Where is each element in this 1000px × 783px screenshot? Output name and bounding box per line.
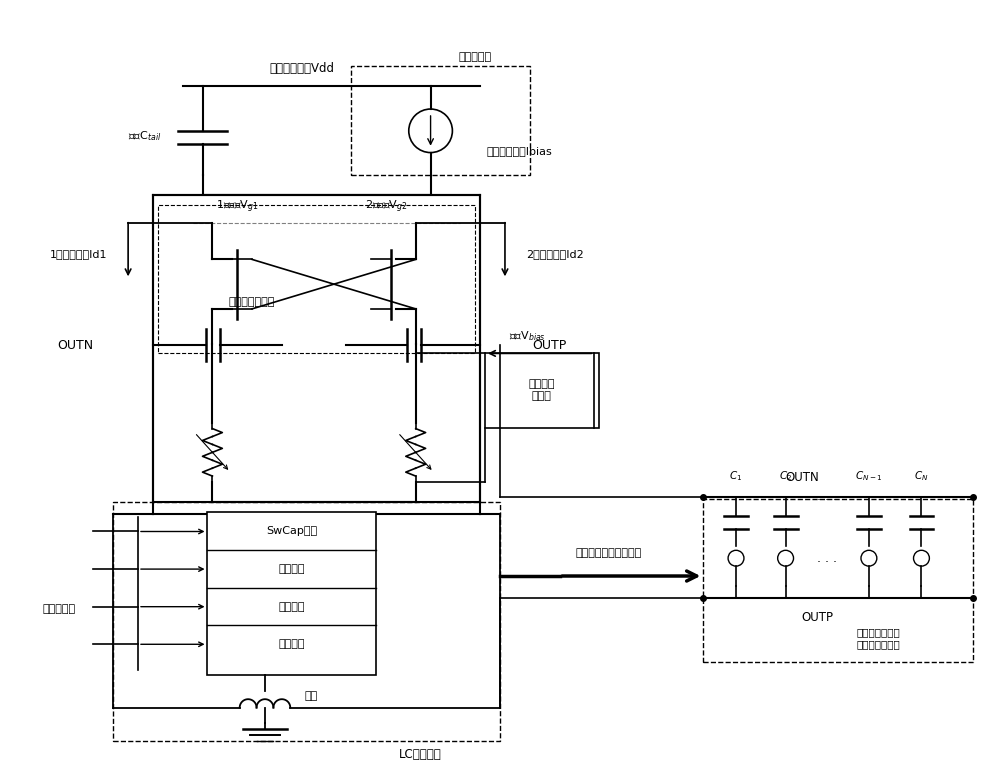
Text: 直流供电电压Vdd: 直流供电电压Vdd: [269, 62, 334, 75]
Text: OUTP: OUTP: [801, 611, 833, 624]
Bar: [113, 502, 500, 742]
Text: OUTN: OUTN: [58, 339, 94, 352]
Bar: [703, 499, 973, 662]
Text: 直流偏置电流Ibias: 直流偏置电流Ibias: [487, 146, 553, 156]
Text: 粗调阵列: 粗调阵列: [279, 564, 305, 574]
Text: 微调阵列: 微调阵列: [279, 639, 305, 649]
Text: 电容C$_{tail}$: 电容C$_{tail}$: [128, 129, 162, 143]
Text: LC震荡网络: LC震荡网络: [399, 748, 442, 760]
Bar: [153, 195, 480, 502]
Text: 自动偏压
控制环: 自动偏压 控制环: [528, 379, 555, 401]
Text: $C_2$: $C_2$: [779, 469, 792, 483]
Text: 交叉耦合晶体管: 交叉耦合晶体管: [229, 297, 275, 307]
Text: 偏置电流管: 偏置电流管: [459, 52, 492, 62]
Bar: [158, 205, 475, 353]
Text: $C_1$: $C_1$: [729, 469, 743, 483]
Text: 电感: 电感: [305, 691, 318, 701]
Text: 具体一种电容阵列示意: 具体一种电容阵列示意: [576, 548, 642, 558]
Text: 1管栅压V$_{g1}$: 1管栅压V$_{g1}$: [216, 199, 259, 215]
Text: 2管栅压V$_{g2}$: 2管栅压V$_{g2}$: [365, 199, 407, 215]
Text: 1管流过电流Id1: 1管流过电流Id1: [50, 250, 107, 259]
Text: OUTN: OUTN: [786, 471, 819, 484]
Bar: [351, 67, 530, 175]
Text: SwCap阵列: SwCap阵列: [266, 526, 317, 536]
Text: $C_N$: $C_N$: [914, 469, 929, 483]
Text: $C_{N-1}$: $C_{N-1}$: [855, 469, 883, 483]
Text: 2管流过电流Id2: 2管流过电流Id2: [526, 250, 583, 259]
Text: . . .: . . .: [817, 490, 837, 503]
Text: OUTP: OUTP: [532, 339, 567, 352]
Text: 开关由数字控制
位提供控制信号: 开关由数字控制 位提供控制信号: [857, 627, 901, 649]
Bar: [485, 353, 599, 428]
Text: 数字控制位: 数字控制位: [42, 604, 75, 614]
Bar: [207, 512, 376, 675]
Text: . . .: . . .: [817, 552, 837, 565]
Text: 偏压V$_{bias}$: 偏压V$_{bias}$: [509, 329, 546, 342]
Text: 细调阵列: 细调阵列: [279, 601, 305, 612]
